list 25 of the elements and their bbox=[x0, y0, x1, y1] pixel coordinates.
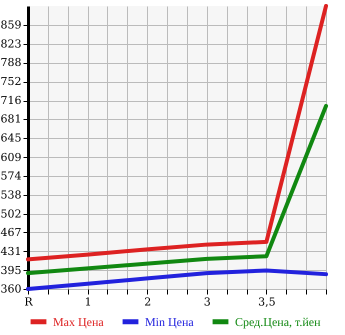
y-tick-label: 681 bbox=[0, 112, 22, 126]
legend-label: Min Цена bbox=[145, 314, 194, 329]
y-tick-label: 431 bbox=[0, 244, 22, 258]
line-series bbox=[26, 4, 328, 262]
x-tick-label: 1 bbox=[84, 296, 92, 308]
x-tick-label: R bbox=[24, 296, 34, 308]
y-tick-label: 823 bbox=[0, 38, 22, 51]
y-tick-label: 752 bbox=[0, 75, 22, 88]
y-tick-label: 716 bbox=[0, 94, 22, 108]
x-tick-label: 3 bbox=[204, 296, 211, 308]
y-tick-label: 788 bbox=[0, 56, 22, 70]
x-tick-label: 2 bbox=[144, 296, 152, 308]
y-tick-label: 859 bbox=[0, 18, 22, 32]
y-tick-label: 645 bbox=[0, 132, 22, 145]
y-tick-label: 538 bbox=[0, 188, 22, 202]
y-tick-label: 395 bbox=[0, 264, 22, 277]
line-series bbox=[26, 104, 328, 276]
x-tick-label: 3,5 bbox=[258, 296, 276, 308]
y-tick-label: 360 bbox=[0, 282, 22, 296]
y-tick-label: 467 bbox=[0, 226, 22, 239]
legend-label: Сред.Цена, т.йен bbox=[235, 314, 322, 329]
y-tick-label: 502 bbox=[0, 207, 22, 220]
y-tick-label: 574 bbox=[0, 169, 22, 182]
legend-label: Max Цена bbox=[53, 314, 104, 329]
y-tick-label: 609 bbox=[0, 150, 22, 164]
